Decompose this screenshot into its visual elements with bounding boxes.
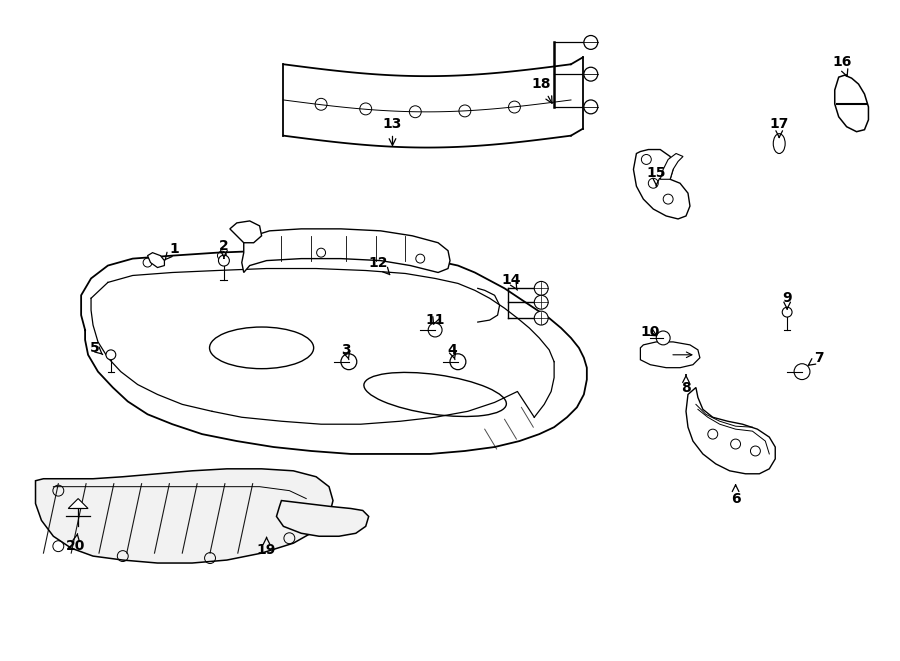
Text: 10: 10 bbox=[641, 325, 660, 339]
Text: 17: 17 bbox=[770, 117, 789, 137]
Circle shape bbox=[106, 350, 116, 360]
Text: 2: 2 bbox=[219, 239, 229, 258]
Polygon shape bbox=[276, 500, 369, 536]
Text: 4: 4 bbox=[447, 343, 457, 360]
Text: 20: 20 bbox=[66, 533, 85, 553]
Text: 13: 13 bbox=[382, 117, 402, 145]
Text: 8: 8 bbox=[681, 375, 691, 395]
Polygon shape bbox=[686, 387, 775, 474]
Circle shape bbox=[584, 67, 598, 81]
Text: 14: 14 bbox=[501, 274, 521, 290]
Circle shape bbox=[584, 36, 598, 50]
Text: 11: 11 bbox=[426, 313, 445, 327]
Circle shape bbox=[535, 282, 548, 295]
Circle shape bbox=[341, 354, 356, 369]
Ellipse shape bbox=[773, 134, 785, 153]
Circle shape bbox=[219, 255, 230, 266]
Circle shape bbox=[428, 323, 442, 337]
Polygon shape bbox=[68, 498, 88, 508]
Text: 18: 18 bbox=[532, 77, 552, 103]
Circle shape bbox=[535, 295, 548, 309]
Circle shape bbox=[450, 354, 466, 369]
Polygon shape bbox=[634, 149, 690, 219]
Circle shape bbox=[656, 331, 670, 345]
Text: 9: 9 bbox=[782, 292, 792, 309]
Polygon shape bbox=[35, 469, 333, 563]
Text: 1: 1 bbox=[165, 242, 179, 260]
Text: 19: 19 bbox=[256, 537, 276, 557]
Text: 15: 15 bbox=[646, 167, 666, 186]
Text: 5: 5 bbox=[90, 341, 103, 355]
Text: 7: 7 bbox=[808, 351, 824, 366]
Polygon shape bbox=[148, 253, 165, 268]
Polygon shape bbox=[834, 75, 868, 132]
Text: 6: 6 bbox=[731, 485, 741, 506]
Circle shape bbox=[794, 364, 810, 379]
Text: 3: 3 bbox=[341, 343, 351, 360]
Text: 12: 12 bbox=[369, 256, 390, 275]
Text: 16: 16 bbox=[832, 56, 851, 76]
Circle shape bbox=[535, 311, 548, 325]
Polygon shape bbox=[242, 229, 450, 272]
Polygon shape bbox=[641, 342, 700, 368]
Circle shape bbox=[782, 307, 792, 317]
Circle shape bbox=[584, 100, 598, 114]
Polygon shape bbox=[661, 153, 683, 179]
Polygon shape bbox=[230, 221, 262, 243]
